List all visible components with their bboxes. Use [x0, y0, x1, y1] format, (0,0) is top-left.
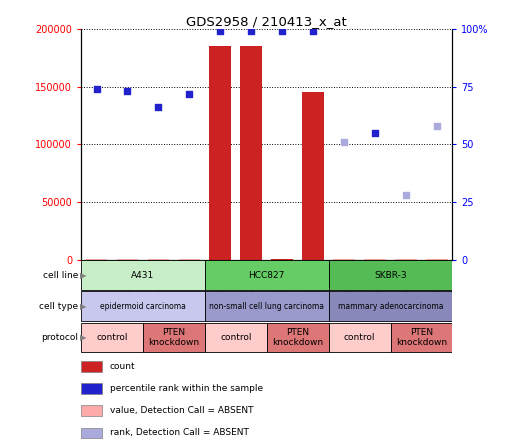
Bar	[81, 291, 205, 321]
Bar	[328, 322, 391, 353]
Text: percentile rank within the sample: percentile rank within the sample	[110, 384, 263, 393]
Text: control: control	[96, 333, 128, 342]
Bar	[205, 260, 328, 290]
Text: PTEN
knockdown: PTEN knockdown	[272, 328, 323, 347]
Text: protocol: protocol	[41, 333, 78, 342]
Bar	[81, 322, 143, 353]
Bar	[267, 322, 328, 353]
Text: HCC827: HCC827	[248, 271, 285, 280]
Text: value, Detection Call = ABSENT: value, Detection Call = ABSENT	[110, 406, 253, 415]
Text: epidermoid carcinoma: epidermoid carcinoma	[100, 302, 186, 311]
Text: cell type: cell type	[39, 302, 78, 311]
Point	[123, 87, 132, 95]
Text: non-small cell lung carcinoma: non-small cell lung carcinoma	[209, 302, 324, 311]
Text: SKBR-3: SKBR-3	[374, 271, 407, 280]
Bar	[205, 291, 328, 321]
Text: PTEN
knockdown: PTEN knockdown	[396, 328, 447, 347]
Bar	[210, 46, 231, 260]
Point	[309, 28, 317, 35]
Point	[216, 28, 224, 35]
Bar	[241, 46, 262, 260]
Bar	[328, 291, 452, 321]
Text: mammary adenocarcinoma: mammary adenocarcinoma	[338, 302, 444, 311]
Point	[340, 139, 348, 146]
Bar	[328, 260, 452, 290]
Title: GDS2958 / 210413_x_at: GDS2958 / 210413_x_at	[186, 15, 347, 28]
Point	[93, 85, 101, 92]
Point	[371, 129, 379, 136]
Bar	[333, 259, 355, 260]
Text: rank, Detection Call = ABSENT: rank, Detection Call = ABSENT	[110, 428, 249, 437]
Point	[402, 191, 410, 198]
Bar	[391, 322, 452, 353]
Point	[185, 90, 194, 97]
Text: ▶: ▶	[80, 302, 86, 311]
Bar	[81, 428, 102, 438]
Bar	[86, 259, 107, 260]
Bar	[147, 259, 169, 260]
Text: cell line: cell line	[43, 271, 78, 280]
Point	[278, 28, 287, 35]
Bar	[81, 260, 205, 290]
Text: ▶: ▶	[80, 271, 86, 280]
Point	[154, 104, 163, 111]
Text: ▶: ▶	[80, 333, 86, 342]
Bar	[81, 405, 102, 416]
Bar	[143, 322, 205, 353]
Bar	[117, 259, 138, 260]
Text: count: count	[110, 362, 135, 371]
Bar	[395, 259, 417, 260]
Bar	[426, 259, 448, 260]
Point	[433, 122, 441, 129]
Text: control: control	[220, 333, 252, 342]
Bar	[364, 259, 386, 260]
Bar	[271, 259, 293, 260]
Bar	[302, 92, 324, 260]
Text: PTEN
knockdown: PTEN knockdown	[149, 328, 199, 347]
Bar	[81, 361, 102, 372]
Bar	[205, 322, 267, 353]
Text: control: control	[344, 333, 376, 342]
Point	[247, 28, 255, 35]
Bar	[178, 259, 200, 260]
Bar	[81, 383, 102, 394]
Text: A431: A431	[131, 271, 155, 280]
